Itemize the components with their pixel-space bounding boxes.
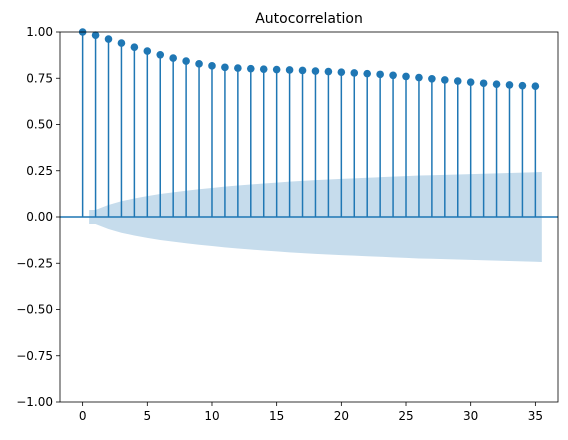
x-tick-label: 5 xyxy=(143,409,151,423)
acf-marker xyxy=(505,81,514,89)
y-tick-label: −0.50 xyxy=(16,303,53,317)
acf-marker xyxy=(415,73,423,82)
acf-marker xyxy=(208,62,216,70)
acf-marker xyxy=(169,54,177,62)
x-tick-label: 10 xyxy=(204,409,219,423)
y-tick-label: 1.00 xyxy=(26,25,53,39)
acf-marker xyxy=(441,76,449,84)
x-tick-label: 35 xyxy=(528,409,543,423)
acf-marker xyxy=(492,80,501,88)
y-tick-label: 0.00 xyxy=(26,210,53,224)
acf-marker xyxy=(453,77,462,85)
plot-area xyxy=(59,28,559,403)
acf-marker xyxy=(91,31,100,39)
acf-marker xyxy=(298,66,307,75)
acf-marker xyxy=(117,39,126,47)
acf-marker xyxy=(518,81,527,90)
x-tick-label: 20 xyxy=(334,409,349,423)
acf-marker xyxy=(130,43,139,51)
acf-marker xyxy=(246,64,255,73)
y-tick-label: −0.25 xyxy=(16,256,53,270)
acf-marker xyxy=(337,68,346,76)
acf-marker xyxy=(402,72,410,81)
acf-marker xyxy=(195,60,203,68)
acf-marker xyxy=(104,35,113,43)
acf-marker xyxy=(311,67,320,75)
acf-marker xyxy=(350,69,359,77)
acf-marker xyxy=(479,79,488,88)
y-tick-label: 0.50 xyxy=(26,118,53,132)
x-axis: 0 5 10 15 20 25 30 35 xyxy=(79,402,543,423)
x-tick-label: 30 xyxy=(463,409,478,423)
y-axis: −1.00 −0.75 −0.50 −0.25 0.00 0.25 0.50 0.75 1.00 xyxy=(16,25,60,409)
x-tick-label: 0 xyxy=(79,409,87,423)
acf-marker xyxy=(234,64,242,72)
x-tick-label: 15 xyxy=(269,409,284,423)
acf-marker xyxy=(389,71,397,80)
acf-marker xyxy=(259,65,268,73)
acf-marker xyxy=(324,67,333,76)
x-tick-label: 25 xyxy=(398,409,413,423)
y-tick-label: −0.75 xyxy=(16,349,53,363)
acf-marker xyxy=(182,57,190,65)
acf-marker xyxy=(156,50,165,59)
acf-marker xyxy=(466,78,475,86)
acf-marker xyxy=(221,63,229,72)
y-tick-label: −1.00 xyxy=(16,395,53,409)
chart-title: Autocorrelation xyxy=(255,11,363,27)
acf-marker xyxy=(272,65,281,74)
acf-marker xyxy=(531,82,540,91)
acf-marker xyxy=(376,70,384,79)
y-tick-label: 0.75 xyxy=(26,71,53,85)
y-tick-label: 0.25 xyxy=(26,164,53,178)
acf-marker xyxy=(143,47,152,55)
acf-marker xyxy=(285,66,294,74)
acf-marker xyxy=(428,75,436,83)
acf-marker xyxy=(363,69,372,78)
